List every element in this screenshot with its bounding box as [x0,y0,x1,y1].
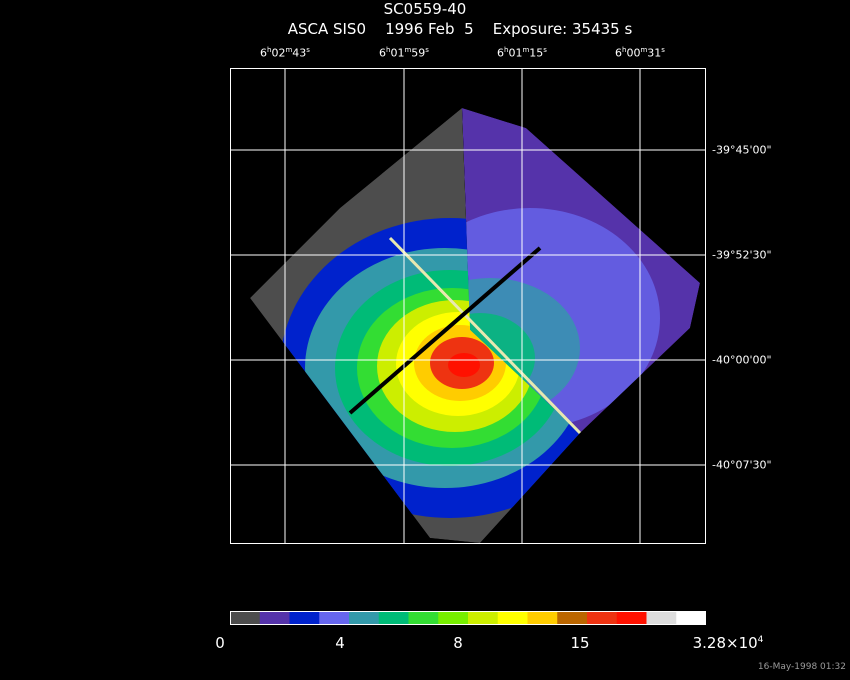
colorbar-label: 8 [453,634,463,652]
dec-tick-label: -39°52'30" [712,248,772,262]
ra-tick-label: 6h01m15s [497,46,547,60]
intensity-colorbar [230,611,706,625]
ra-tick-label: 6h01m59s [379,46,429,60]
colorbar-swatch [230,611,261,625]
dec-tick-label: -40°00'00" [712,353,772,367]
colorbar-swatch [527,611,558,625]
colorbar-swatch [676,611,706,625]
colorbar-label: 15 [570,634,590,652]
colorbar-swatch [587,611,618,625]
colorbar-label: 4 [335,634,345,652]
colorbar-border [230,611,706,625]
exposure-label: Exposure: 35435 s [492,20,633,38]
colorbar-swatch [557,611,588,625]
instrument-label: ASCA SIS0 [287,20,366,38]
colorbar-swatch [259,611,290,625]
colorbar-swatch [349,611,380,625]
ra-tick-label: 6h02m43s [260,46,310,60]
colorbar-swatch [438,611,469,625]
chip-gap [348,246,542,415]
colorbar-label: 0 [215,634,225,652]
colorbar-swatch [646,611,677,625]
colorbar-max-label: 3.28×104 [692,634,764,652]
colorbar-swatch [497,611,528,625]
ra-tick-label: 6h00m31s [615,46,665,60]
colorbar-swatch [468,611,499,625]
colorbar-swatch [319,611,350,625]
colorbar-swatch [289,611,320,625]
colorbar-swatch [616,611,647,625]
plot-title-object: SC0559-40 [383,0,467,18]
plot-title-details: ASCA SIS0 1996 Feb 5 Exposure: 35435 s [0,20,850,38]
xray-image-plot [230,68,706,544]
colorbar-swatch [378,611,409,625]
timestamp-footer: 16-May-1998 01:32 [757,662,846,672]
coordinate-grid [230,68,706,544]
dec-tick-label: -39°45'00" [712,143,772,157]
colorbar-swatch [408,611,439,625]
observation-date: 1996 Feb 5 [385,20,474,38]
dec-tick-label: -40°07'30" [712,458,772,472]
chip-gap [388,236,582,435]
